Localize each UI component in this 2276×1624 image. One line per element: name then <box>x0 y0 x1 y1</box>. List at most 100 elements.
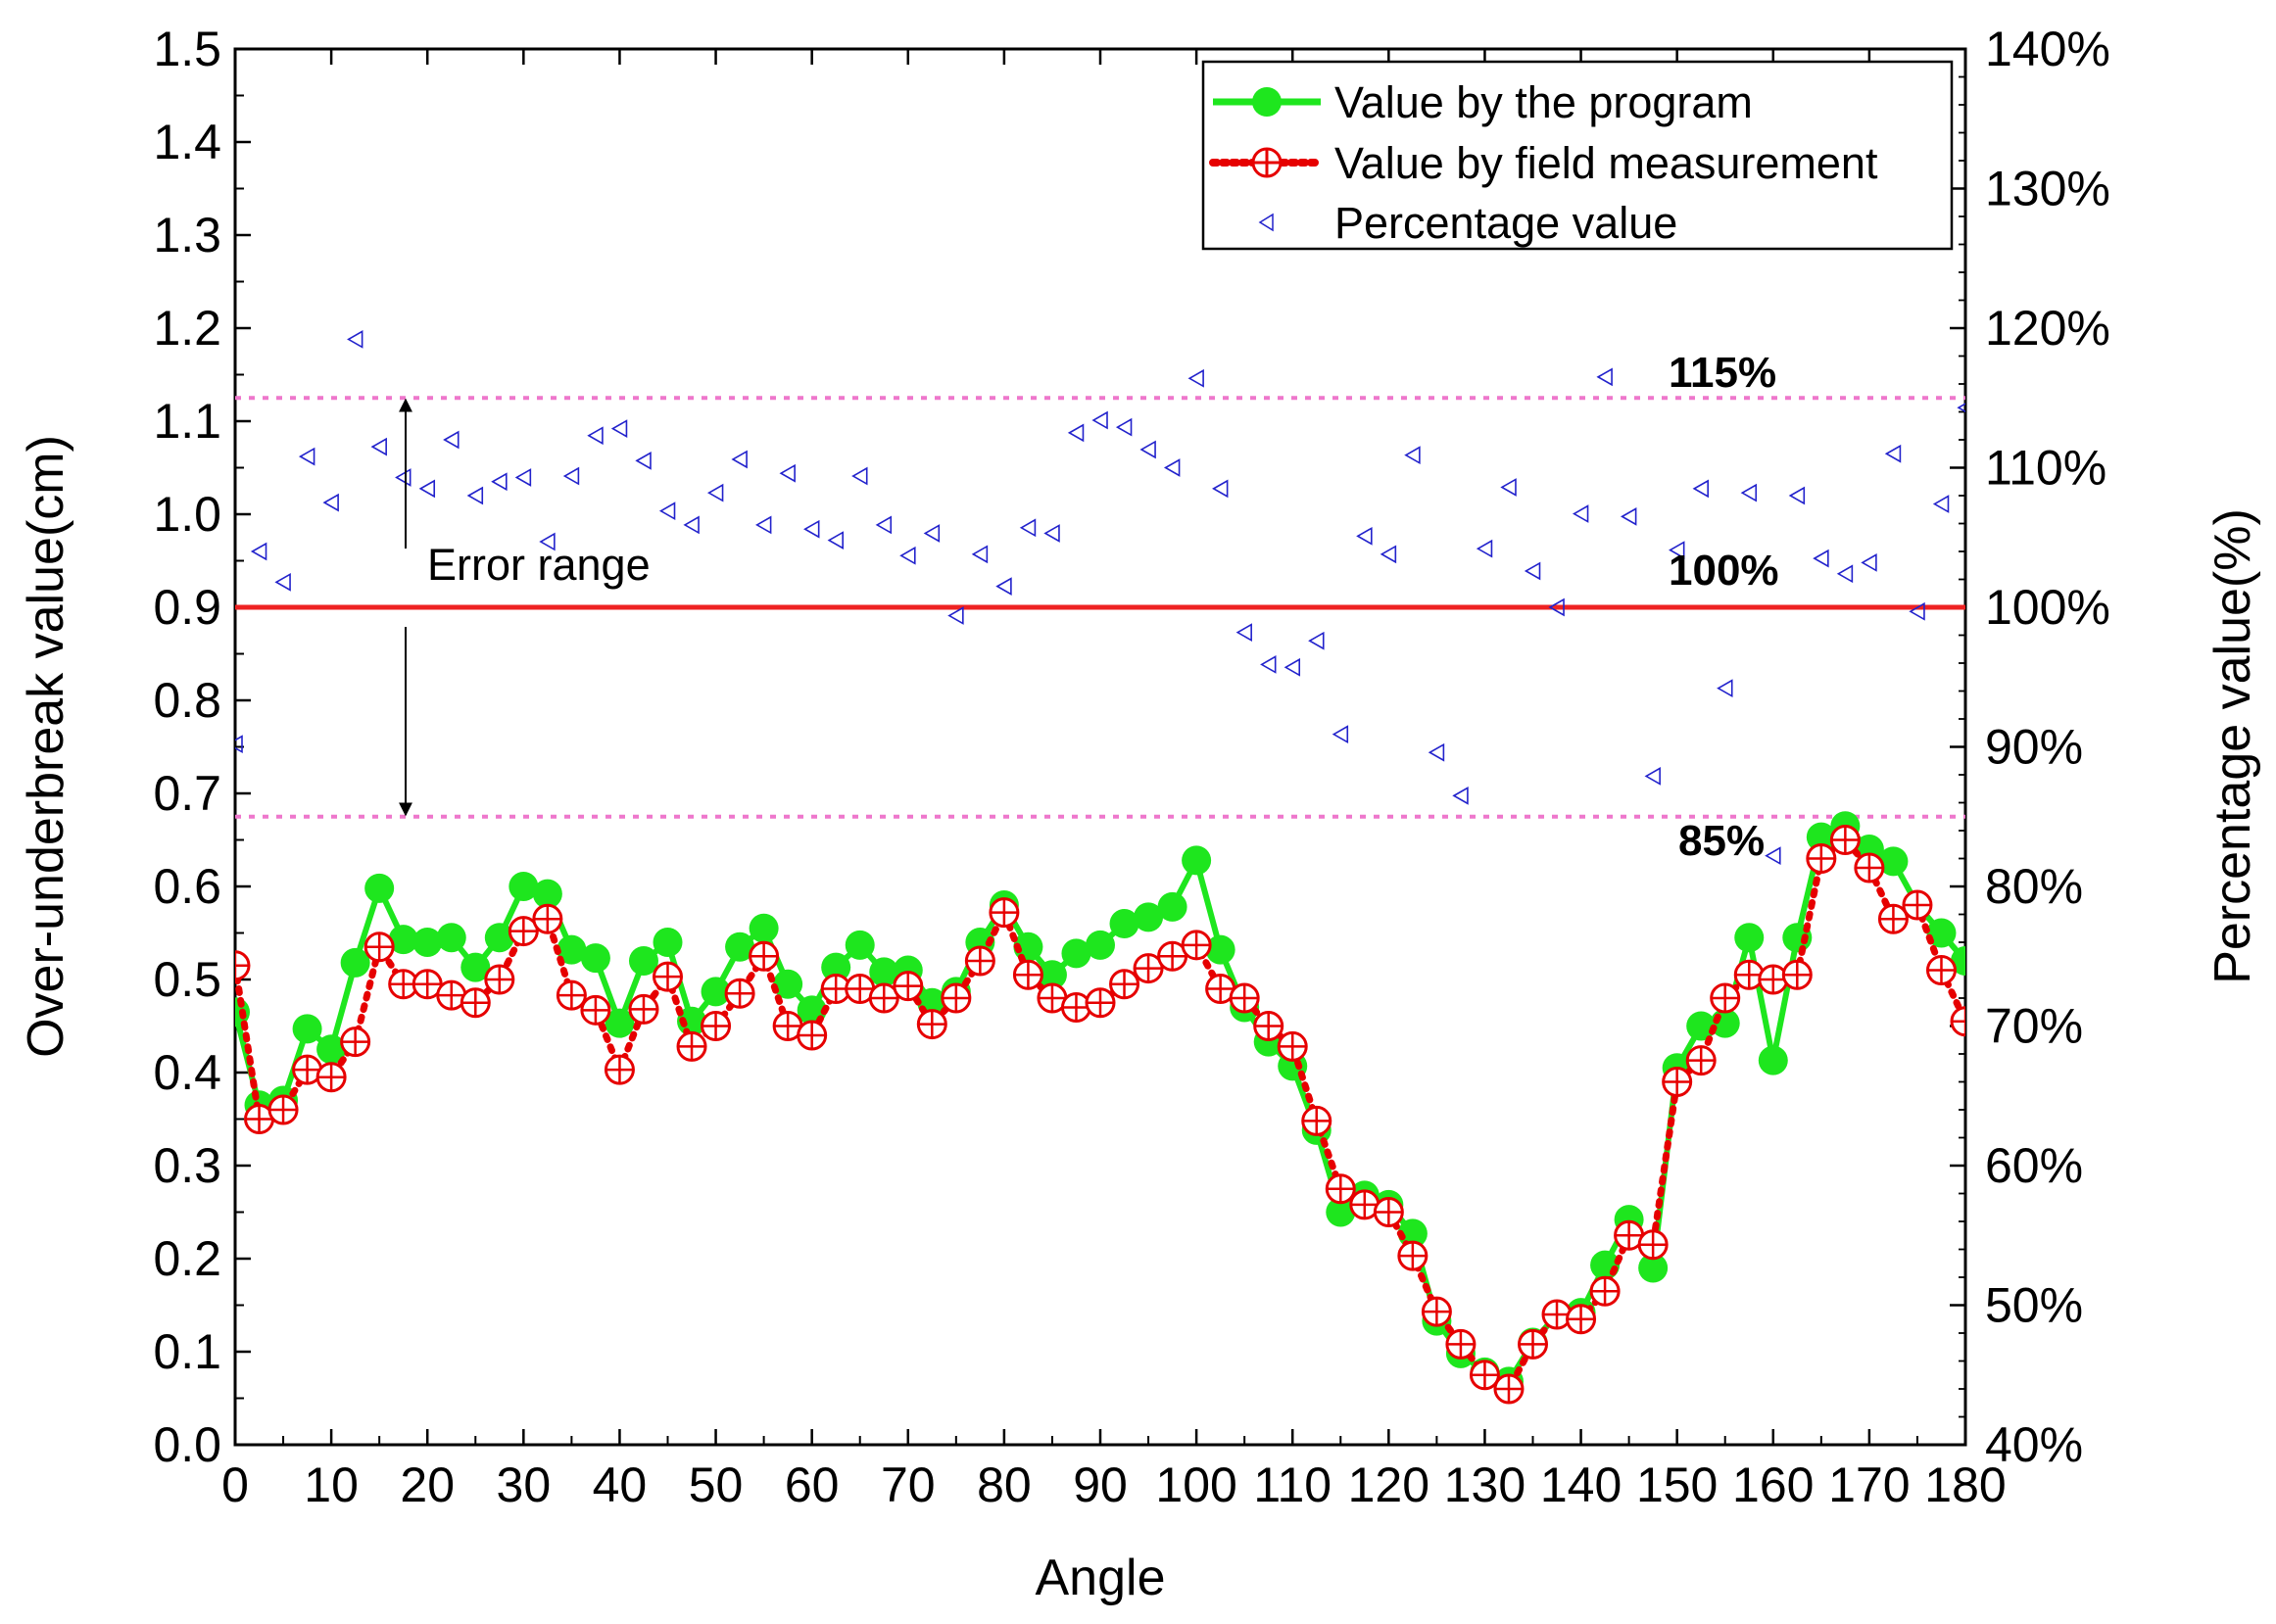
ref-label-100: 100% <box>1669 547 1779 595</box>
field-point <box>797 1020 828 1051</box>
percentage-point <box>923 524 941 543</box>
percentage-point <box>250 542 267 561</box>
percentage-point <box>1091 410 1108 430</box>
program-point <box>1134 902 1164 932</box>
percentage-point <box>235 735 243 754</box>
field-point <box>1301 1105 1332 1136</box>
percentage-point <box>418 479 436 499</box>
program-point <box>653 928 683 957</box>
percentage-point <box>1572 504 1589 523</box>
program-point <box>388 925 418 955</box>
y2-tick-label: 90% <box>1985 720 2083 775</box>
program-point <box>1109 909 1139 938</box>
x-tick-label: 90 <box>1073 1457 1128 1512</box>
legend-box <box>1201 60 1954 251</box>
percentage-point <box>1765 846 1781 866</box>
y-tick-label: 0.7 <box>153 766 221 821</box>
program-point <box>773 969 803 999</box>
percentage-point <box>1740 483 1758 502</box>
field-point <box>1012 959 1043 990</box>
program-point <box>1182 845 1212 876</box>
legend-program-marker <box>1252 87 1282 117</box>
field-point <box>1710 982 1741 1014</box>
ref-label-115: 115% <box>1669 349 1776 397</box>
percentage-point <box>1596 367 1613 387</box>
field-point <box>1685 1045 1717 1076</box>
program-point <box>1061 938 1091 969</box>
tick-labels: 0 10 20 30 40 50 60 70 80 90 100 110 120 130 140 150 160… <box>153 22 2109 1512</box>
percentage-point <box>1067 423 1085 443</box>
percentage-point <box>1308 631 1325 650</box>
error-range-label: Error range <box>427 540 651 590</box>
y-tick-label: 0.9 <box>153 580 221 635</box>
program-point <box>1878 846 1909 877</box>
percentage-point <box>1644 767 1661 786</box>
field-point <box>1469 1360 1500 1391</box>
legend-percentage-label: Percentage value <box>1334 198 1677 248</box>
program-point <box>412 928 443 957</box>
percentage-point <box>610 419 628 438</box>
field-point <box>315 1062 347 1093</box>
x-tick-label: 160 <box>1732 1457 1814 1512</box>
percentage-point <box>851 466 868 486</box>
percentage-point <box>706 483 724 502</box>
field-point <box>1229 982 1260 1014</box>
ref-label-85: 85% <box>1678 817 1765 865</box>
field-point <box>1085 987 1116 1019</box>
y-tick-label: 0.0 <box>153 1417 221 1472</box>
y-tick-label: 0.1 <box>153 1324 221 1379</box>
field-point <box>1662 1067 1693 1097</box>
program-point <box>1157 891 1187 922</box>
field-point <box>1397 1240 1429 1271</box>
y2-tick-label: 70% <box>1985 999 2083 1054</box>
percentage-point <box>1692 479 1709 499</box>
percentage-point <box>971 545 989 564</box>
program-point <box>1086 930 1115 960</box>
program-point <box>436 923 466 953</box>
field-point <box>1566 1304 1597 1335</box>
y-tick-label: 1.5 <box>153 22 221 76</box>
field-point <box>1902 889 1933 921</box>
percentage-point <box>1620 506 1637 526</box>
program-point <box>1326 1197 1356 1227</box>
program-point <box>1686 1011 1717 1041</box>
field-point <box>580 994 611 1026</box>
percentage-point <box>1380 545 1397 564</box>
x-tick-label: 20 <box>400 1457 455 1512</box>
percentage-point <box>347 330 363 349</box>
program-point <box>628 946 658 976</box>
percentage-point <box>1476 539 1493 558</box>
program-series-line <box>235 823 1965 1385</box>
field-point <box>1733 959 1765 990</box>
field-point <box>412 969 443 1000</box>
field-point <box>749 940 780 972</box>
y-tick-label: 1.4 <box>153 115 221 169</box>
program-point <box>292 1014 322 1044</box>
field-point <box>653 961 683 992</box>
y2-tick-label: 50% <box>1985 1278 2083 1333</box>
percentage-point <box>683 515 700 535</box>
legend-field-label: Value by field measurement <box>1334 138 1878 188</box>
x-tick-label: 10 <box>304 1457 359 1512</box>
field-point <box>989 897 1020 929</box>
field-point <box>267 1094 299 1125</box>
program-point <box>869 957 899 987</box>
program-point <box>316 1034 347 1065</box>
field-point <box>893 971 924 1002</box>
program-point <box>1926 918 1957 948</box>
field-point <box>676 1030 707 1062</box>
percentage-point <box>274 572 291 592</box>
field-series-line <box>235 835 1965 1394</box>
field-point <box>1349 1189 1380 1220</box>
x-tick-label: 100 <box>1155 1457 1236 1512</box>
field-point <box>1133 953 1164 984</box>
field-point <box>1060 992 1091 1023</box>
y2-axis-title: Percentage value(%) <box>2204 508 2261 984</box>
field-point <box>1854 852 1885 884</box>
x-tick-label: 140 <box>1540 1457 1622 1512</box>
legend-program-label: Value by the program <box>1334 77 1753 127</box>
field-point <box>1925 955 1957 985</box>
field-point <box>1877 903 1909 934</box>
percentage-point <box>875 515 893 535</box>
program-point <box>1758 1045 1788 1075</box>
